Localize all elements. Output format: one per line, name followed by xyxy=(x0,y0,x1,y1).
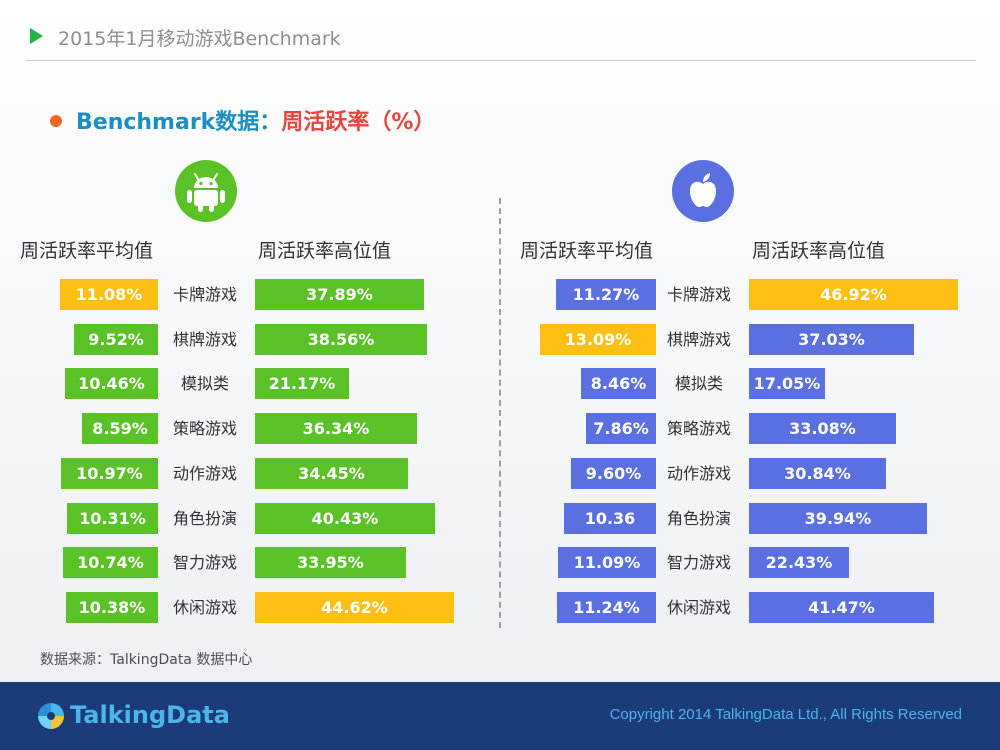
android-avg-bar: 8.59% xyxy=(82,413,158,444)
ios-high-bar: 37.03% xyxy=(749,324,914,355)
ios-category-label: 角色扮演 xyxy=(666,509,731,528)
android-avg-bar: 10.74% xyxy=(63,547,158,578)
ios-high-bar: 39.94% xyxy=(749,503,927,534)
ios-category-label: 策略游戏 xyxy=(666,419,731,438)
ios-category-label: 动作游戏 xyxy=(666,464,731,483)
bullet-dot-icon xyxy=(50,115,62,127)
ios-high-bar: 17.05% xyxy=(749,368,825,399)
logo-text: TalkingData xyxy=(70,701,230,729)
title-bar: 2015年1月移动游戏Benchmark xyxy=(26,20,976,61)
android-high-bar: 34.45% xyxy=(255,458,408,489)
android-high-bar: 44.62% xyxy=(255,592,454,623)
apple-icon xyxy=(672,160,734,222)
ios-avg-header: 周活跃率平均值 xyxy=(520,240,654,262)
ios-high-bar: 33.08% xyxy=(749,413,896,444)
android-high-bar: 33.95% xyxy=(255,547,406,578)
android-category-label: 策略游戏 xyxy=(172,419,237,438)
android-category-label: 休闲游戏 xyxy=(172,598,237,617)
subtitle-part-2: 周活跃率（%） xyxy=(281,110,436,135)
ios-category-label: 卡牌游戏 xyxy=(666,285,731,304)
android-high-bar: 38.56% xyxy=(255,324,427,355)
talkingdata-logo: TalkingData xyxy=(36,698,230,734)
ios-avg-bar: 9.60% xyxy=(571,458,656,489)
android-category-label: 卡牌游戏 xyxy=(172,285,237,304)
footer-bar: TalkingData Copyright 2014 TalkingData L… xyxy=(0,682,1000,750)
android-avg-bar: 9.52% xyxy=(74,324,158,355)
ios-category-label: 智力游戏 xyxy=(666,553,731,572)
play-arrow-icon xyxy=(30,28,43,44)
android-category-label: 动作游戏 xyxy=(172,464,237,483)
android-high-bar: 36.34% xyxy=(255,413,417,444)
android-avg-bar: 10.38% xyxy=(66,592,158,623)
ios-avg-bar: 11.27% xyxy=(556,279,656,310)
android-icon xyxy=(175,160,237,222)
android-high-bar: 37.89% xyxy=(255,279,424,310)
ios-high-header: 周活跃率高位值 xyxy=(752,240,886,262)
ios-avg-bar: 10.36 xyxy=(564,503,656,534)
ios-avg-bar: 11.09% xyxy=(558,547,656,578)
android-category-label: 智力游戏 xyxy=(172,553,237,572)
subtitle-part-1: Benchmark数据： xyxy=(76,110,282,135)
copyright-text: Copyright 2014 TalkingData Ltd., All Rig… xyxy=(609,706,962,723)
ios-category-label: 模拟类 xyxy=(674,374,723,393)
ios-avg-bar: 8.46% xyxy=(581,368,656,399)
ios-avg-bar: 13.09% xyxy=(540,324,656,355)
android-avg-bar: 10.97% xyxy=(61,458,158,489)
ios-high-bar: 46.92% xyxy=(749,279,958,310)
ios-high-bar: 30.84% xyxy=(749,458,886,489)
page-title: 2015年1月移动游戏Benchmark xyxy=(58,28,341,50)
android-avg-bar: 10.46% xyxy=(65,368,158,399)
data-source-note: 数据来源：TalkingData 数据中心 xyxy=(40,652,253,668)
ios-high-bar: 22.43% xyxy=(749,547,849,578)
android-category-label: 棋牌游戏 xyxy=(172,330,237,349)
panel-divider xyxy=(499,198,501,628)
ios-high-bar: 41.47% xyxy=(749,592,934,623)
android-avg-bar: 10.31% xyxy=(67,503,158,534)
android-high-bar: 40.43% xyxy=(255,503,435,534)
android-avg-header: 周活跃率平均值 xyxy=(20,240,154,262)
ios-category-label: 休闲游戏 xyxy=(666,598,731,617)
section-subtitle: Benchmark数据：周活跃率（%） xyxy=(50,106,435,140)
ios-category-label: 棋牌游戏 xyxy=(666,330,731,349)
ios-avg-bar: 11.24% xyxy=(557,592,656,623)
android-high-header: 周活跃率高位值 xyxy=(258,240,392,262)
android-category-label: 模拟类 xyxy=(180,374,229,393)
android-high-bar: 21.17% xyxy=(255,368,349,399)
android-category-label: 角色扮演 xyxy=(172,509,237,528)
android-avg-bar: 11.08% xyxy=(60,279,158,310)
ios-avg-bar: 7.86% xyxy=(586,413,656,444)
